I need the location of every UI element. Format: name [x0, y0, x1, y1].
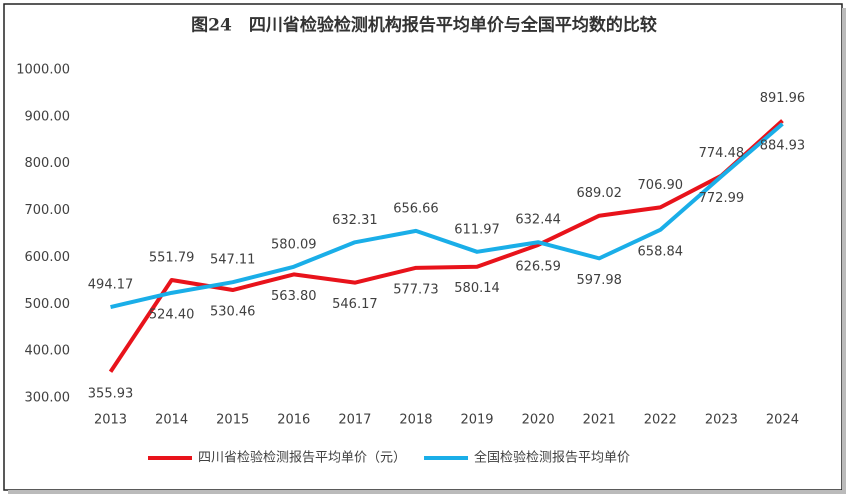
shadow	[8, 490, 846, 494]
data-label: 494.17	[88, 278, 134, 293]
legend-label: 全国检验检测报告平均单价	[474, 450, 630, 466]
data-label: 524.40	[149, 307, 195, 322]
y-tick-label: 400.00	[25, 344, 71, 359]
x-tick-label: 2021	[583, 413, 616, 428]
data-label: 658.84	[638, 244, 684, 259]
x-tick-label: 2014	[155, 413, 188, 428]
x-tick-label: 2017	[338, 413, 371, 428]
data-label: 632.31	[332, 213, 378, 228]
data-label: 774.48	[699, 146, 745, 161]
x-tick-label: 2022	[644, 413, 677, 428]
y-tick-label: 600.00	[25, 250, 71, 265]
series-line	[108, 119, 784, 373]
data-label: 626.59	[515, 259, 561, 274]
x-tick-label: 2016	[277, 413, 310, 428]
y-tick-label: 300.00	[25, 391, 71, 406]
data-label: 656.66	[393, 201, 439, 216]
data-label: 772.99	[699, 191, 745, 206]
chart-title: 图24 四川省检验检测机构报告平均单价与全国平均数的比较	[191, 15, 657, 36]
data-label: 891.96	[760, 91, 806, 106]
data-label: 577.73	[393, 282, 439, 297]
y-tick-label: 1000.00	[16, 63, 70, 78]
data-label: 597.98	[576, 273, 622, 288]
legend-label: 四川省检验检测报告平均单价（元）	[198, 450, 406, 466]
shadow	[842, 8, 846, 492]
frame	[3, 3, 843, 491]
data-label: 689.02	[576, 186, 622, 201]
data-label: 563.80	[271, 289, 317, 304]
y-tick-label: 700.00	[25, 203, 71, 218]
x-tick-label: 2018	[399, 413, 432, 428]
x-tick-label: 2015	[216, 413, 249, 428]
data-label: 551.79	[149, 251, 195, 266]
data-label: 580.09	[271, 237, 317, 252]
data-label: 884.93	[760, 138, 806, 153]
data-label: 530.46	[210, 305, 256, 320]
x-tick-label: 2019	[460, 413, 493, 428]
data-label: 546.17	[332, 297, 378, 312]
data-label: 632.44	[515, 213, 561, 228]
series-line	[110, 122, 784, 309]
y-tick-label: 500.00	[25, 297, 71, 312]
data-label: 611.97	[454, 222, 500, 237]
y-tick-label: 900.00	[25, 109, 71, 124]
y-tick-label: 800.00	[25, 156, 71, 171]
x-tick-label: 2023	[705, 413, 738, 428]
data-label: 547.11	[210, 253, 256, 268]
x-tick-label: 2013	[94, 413, 127, 428]
data-label: 580.14	[454, 281, 500, 296]
data-label: 706.90	[638, 178, 684, 193]
data-label: 355.93	[88, 386, 134, 401]
x-tick-label: 2024	[766, 413, 799, 428]
x-tick-label: 2020	[522, 413, 555, 428]
